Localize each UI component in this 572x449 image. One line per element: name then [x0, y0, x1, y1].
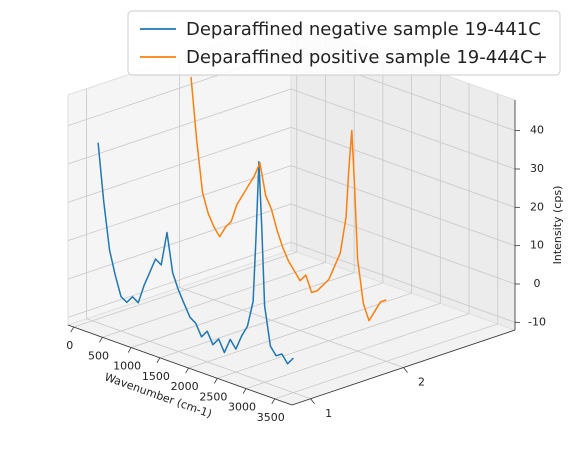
x-tick-label: 1000: [113, 360, 141, 373]
grid-line: [67, 241, 292, 318]
grid-line: [67, 88, 292, 165]
z-tick-label: 40: [530, 124, 544, 137]
z-tick-label: 30: [530, 162, 544, 175]
tick-mark: [310, 398, 315, 404]
spectrum-line: [190, 76, 387, 322]
grid-line: [290, 126, 516, 208]
z-tick-label: 10: [530, 239, 544, 252]
grid-line: [290, 203, 516, 285]
x-tick-label: 2000: [171, 380, 199, 393]
legend: Deparaffined negative sample 19-441C Depa…: [127, 10, 561, 76]
grid-line: [67, 126, 292, 203]
spectrum-line: [97, 142, 294, 365]
x-tick-label: 1500: [142, 370, 170, 383]
tick-mark: [271, 398, 276, 405]
x-tick-label: 3000: [228, 401, 256, 414]
x-tick-label: 0: [66, 339, 73, 352]
grid-line: [179, 287, 404, 368]
tick-mark: [242, 388, 247, 394]
z-tick-label: 0: [534, 277, 541, 290]
tick-mark: [156, 357, 161, 364]
lines: [97, 76, 387, 365]
grid-line: [290, 241, 516, 323]
z-tick-label: 20: [530, 200, 544, 213]
grid-line: [290, 88, 516, 170]
grid-line: [86, 318, 311, 400]
grid-line: [290, 165, 516, 247]
legend-label: Deparaffined negative sample 19-441C: [186, 19, 541, 40]
x-tick-label: 3500: [257, 411, 285, 424]
tick-mark: [403, 367, 408, 373]
axis-line: [67, 324, 293, 406]
panes: [66, 19, 517, 406]
x-tick-label: 500: [88, 349, 109, 362]
legend-box: [127, 10, 561, 76]
z-tick-label: -10: [528, 315, 546, 328]
y-tick-label: 2: [418, 376, 425, 389]
tick-mark: [185, 367, 189, 374]
tick-mark: [99, 337, 103, 343]
legend-label: Deparaffined positive sample 19-444C+: [186, 47, 548, 68]
x-tick-label: 2500: [199, 390, 227, 403]
z-axis-label: Intensity (cps): [551, 186, 564, 265]
y-tick-label: 1: [325, 407, 332, 420]
grid-line: [67, 203, 292, 280]
tick-mark: [70, 326, 75, 333]
tick-mark: [213, 378, 218, 384]
tick-mark: [127, 347, 132, 353]
